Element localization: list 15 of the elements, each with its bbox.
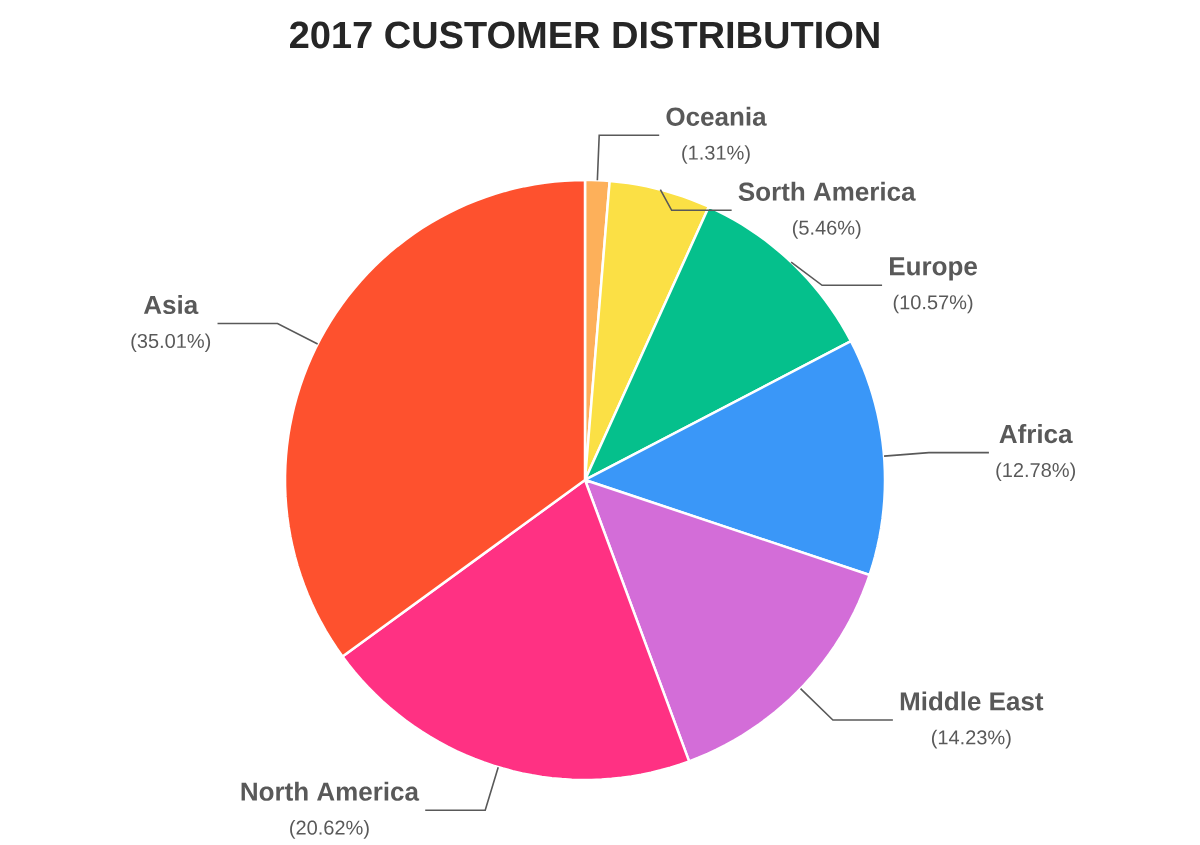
- data-label: (12.78%): [996, 462, 1076, 482]
- chart-title: 2017 CUSTOMER DISTRIBUTION: [290, 21, 879, 49]
- data-label: (14.23%): [931, 729, 1011, 749]
- slice-label: Asia: [143, 295, 199, 315]
- slice-label: Africa: [999, 424, 1073, 444]
- data-label: (20.62%): [290, 820, 369, 839]
- data-label: (1.31%): [682, 145, 750, 164]
- data-label: (35.01%): [131, 333, 211, 353]
- slice-label: Oceania: [666, 106, 767, 127]
- data-label: (10.57%): [893, 294, 973, 314]
- slice-label: Middle East: [900, 691, 1044, 711]
- data-label: (5.46%): [792, 220, 861, 239]
- slice-label: Sorth America: [738, 181, 916, 202]
- slice-label: Europe: [890, 257, 977, 281]
- slice-label: North America: [241, 781, 420, 801]
